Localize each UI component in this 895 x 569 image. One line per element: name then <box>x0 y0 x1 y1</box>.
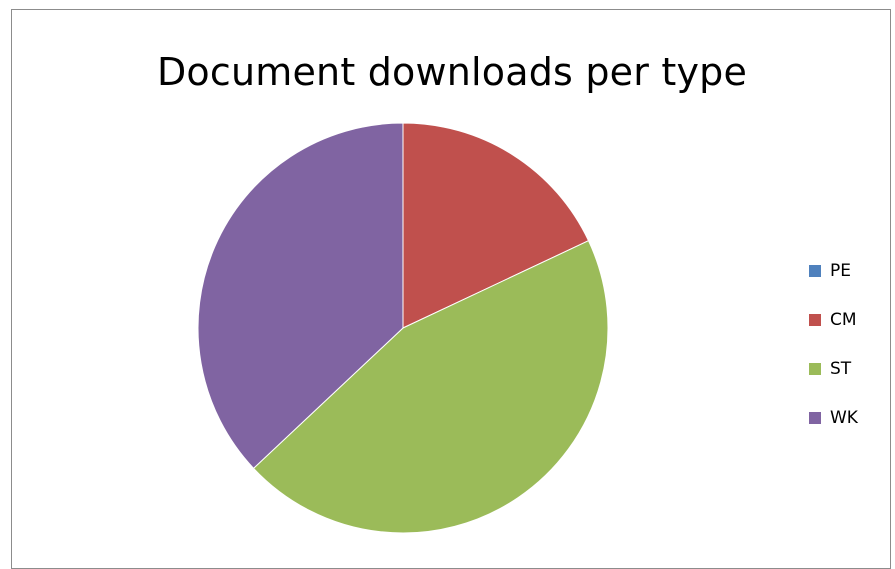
pie-slice-wk <box>197 122 404 470</box>
legend-label-cm: CM <box>830 309 857 330</box>
legend-item-pe: PE <box>809 246 889 295</box>
legend-item-wk: WK <box>809 393 889 442</box>
pie-slice-cm <box>402 122 590 329</box>
legend-swatch-pe <box>809 264 821 277</box>
legend-swatch-cm <box>809 313 821 326</box>
chart-title: Document downloads per type <box>156 50 748 94</box>
pie-slice-st <box>252 240 609 534</box>
chart-legend: PE CM ST WK <box>809 246 889 442</box>
pie-chart <box>197 122 609 534</box>
legend-swatch-wk <box>809 411 821 424</box>
legend-item-cm: CM <box>809 295 889 344</box>
legend-item-st: ST <box>809 344 889 393</box>
legend-label-wk: WK <box>830 407 858 428</box>
chart-area: Document downloads per type PE CM ST WK <box>11 9 891 569</box>
legend-label-pe: PE <box>830 260 851 281</box>
legend-swatch-st <box>809 362 821 375</box>
legend-label-st: ST <box>830 358 852 379</box>
